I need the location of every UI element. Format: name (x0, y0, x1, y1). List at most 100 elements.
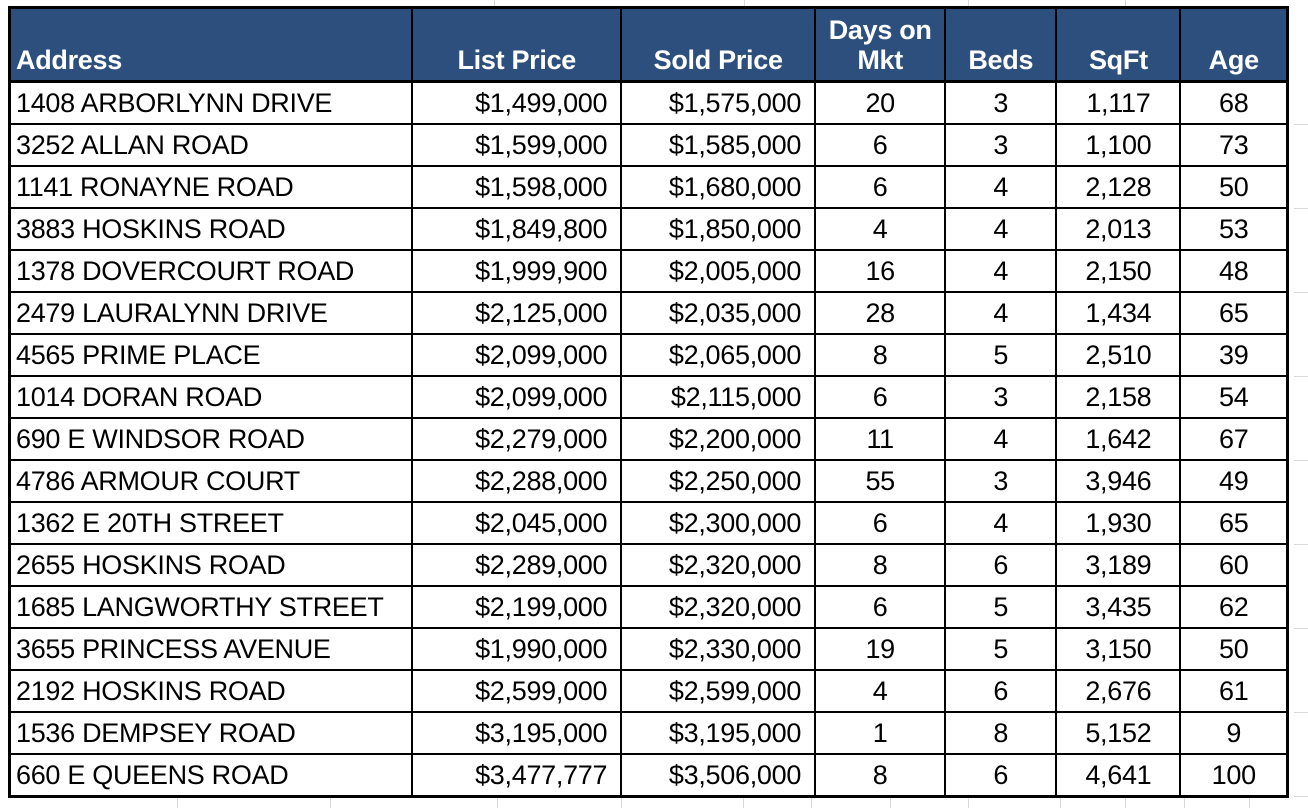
cell-age[interactable]: 48 (1179, 249, 1289, 293)
column-header-address[interactable]: Address (8, 6, 414, 83)
cell-days_on_mkt[interactable]: 6 (814, 501, 947, 545)
column-header-sqft[interactable]: SqFt (1055, 6, 1182, 83)
cell-sqft[interactable]: 1,930 (1055, 501, 1182, 545)
cell-list_price[interactable]: $2,045,000 (411, 501, 623, 545)
cell-list_price[interactable]: $1,598,000 (411, 165, 623, 209)
cell-address[interactable]: 3252 ALLAN ROAD (8, 123, 414, 167)
cell-address[interactable]: 1362 E 20TH STREET (8, 501, 414, 545)
column-header-sold-price[interactable]: Sold Price (620, 6, 817, 83)
cell-days_on_mkt[interactable]: 1 (814, 711, 947, 755)
cell-age[interactable]: 65 (1179, 501, 1289, 545)
cell-sold_price[interactable]: $2,115,000 (620, 375, 817, 419)
cell-address[interactable]: 1536 DEMPSEY ROAD (8, 711, 414, 755)
cell-beds[interactable]: 8 (944, 711, 1058, 755)
cell-address[interactable]: 1014 DORAN ROAD (8, 375, 414, 419)
cell-age[interactable]: 50 (1179, 165, 1289, 209)
cell-age[interactable]: 68 (1179, 80, 1289, 125)
cell-list_price[interactable]: $2,125,000 (411, 291, 623, 335)
cell-days_on_mkt[interactable]: 20 (814, 80, 947, 125)
cell-sqft[interactable]: 2,013 (1055, 207, 1182, 251)
cell-sold_price[interactable]: $1,575,000 (620, 80, 817, 125)
cell-sold_price[interactable]: $2,300,000 (620, 501, 817, 545)
cell-sold_price[interactable]: $1,585,000 (620, 123, 817, 167)
cell-days_on_mkt[interactable]: 4 (814, 207, 947, 251)
cell-address[interactable]: 3883 HOSKINS ROAD (8, 207, 414, 251)
cell-address[interactable]: 1141 RONAYNE ROAD (8, 165, 414, 209)
cell-sqft[interactable]: 2,676 (1055, 669, 1182, 713)
cell-address[interactable]: 2479 LAURALYNN DRIVE (8, 291, 414, 335)
cell-age[interactable]: 73 (1179, 123, 1289, 167)
cell-beds[interactable]: 4 (944, 249, 1058, 293)
cell-age[interactable]: 62 (1179, 585, 1289, 629)
cell-beds[interactable]: 6 (944, 753, 1058, 798)
cell-beds[interactable]: 4 (944, 417, 1058, 461)
cell-list_price[interactable]: $3,195,000 (411, 711, 623, 755)
cell-beds[interactable]: 3 (944, 123, 1058, 167)
column-header-beds[interactable]: Beds (944, 6, 1058, 83)
cell-sold_price[interactable]: $2,035,000 (620, 291, 817, 335)
cell-age[interactable]: 67 (1179, 417, 1289, 461)
cell-days_on_mkt[interactable]: 55 (814, 459, 947, 503)
cell-beds[interactable]: 3 (944, 80, 1058, 125)
cell-sqft[interactable]: 2,510 (1055, 333, 1182, 377)
cell-list_price[interactable]: $1,999,900 (411, 249, 623, 293)
cell-list_price[interactable]: $2,099,000 (411, 375, 623, 419)
column-header-list-price[interactable]: List Price (411, 6, 623, 83)
cell-days_on_mkt[interactable]: 8 (814, 333, 947, 377)
cell-days_on_mkt[interactable]: 28 (814, 291, 947, 335)
cell-sqft[interactable]: 2,158 (1055, 375, 1182, 419)
cell-sqft[interactable]: 5,152 (1055, 711, 1182, 755)
cell-sqft[interactable]: 2,128 (1055, 165, 1182, 209)
cell-list_price[interactable]: $2,099,000 (411, 333, 623, 377)
cell-sqft[interactable]: 1,642 (1055, 417, 1182, 461)
cell-sold_price[interactable]: $2,250,000 (620, 459, 817, 503)
cell-list_price[interactable]: $2,288,000 (411, 459, 623, 503)
cell-address[interactable]: 3655 PRINCESS AVENUE (8, 627, 414, 671)
cell-age[interactable]: 53 (1179, 207, 1289, 251)
cell-list_price[interactable]: $2,289,000 (411, 543, 623, 587)
cell-days_on_mkt[interactable]: 6 (814, 375, 947, 419)
cell-beds[interactable]: 6 (944, 669, 1058, 713)
cell-sold_price[interactable]: $1,850,000 (620, 207, 817, 251)
cell-address[interactable]: 660 E QUEENS ROAD (8, 753, 414, 798)
cell-address[interactable]: 690 E WINDSOR ROAD (8, 417, 414, 461)
cell-days_on_mkt[interactable]: 4 (814, 669, 947, 713)
cell-sqft[interactable]: 3,946 (1055, 459, 1182, 503)
cell-list_price[interactable]: $1,599,000 (411, 123, 623, 167)
cell-days_on_mkt[interactable]: 16 (814, 249, 947, 293)
cell-age[interactable]: 54 (1179, 375, 1289, 419)
cell-beds[interactable]: 5 (944, 627, 1058, 671)
cell-sold_price[interactable]: $2,330,000 (620, 627, 817, 671)
cell-age[interactable]: 9 (1179, 711, 1289, 755)
cell-list_price[interactable]: $2,199,000 (411, 585, 623, 629)
cell-days_on_mkt[interactable]: 8 (814, 543, 947, 587)
cell-sqft[interactable]: 4,641 (1055, 753, 1182, 798)
column-header-age[interactable]: Age (1179, 6, 1289, 83)
cell-age[interactable]: 61 (1179, 669, 1289, 713)
cell-age[interactable]: 100 (1179, 753, 1289, 798)
cell-sqft[interactable]: 3,435 (1055, 585, 1182, 629)
cell-sold_price[interactable]: $2,065,000 (620, 333, 817, 377)
cell-age[interactable]: 60 (1179, 543, 1289, 587)
cell-beds[interactable]: 6 (944, 543, 1058, 587)
cell-beds[interactable]: 3 (944, 375, 1058, 419)
cell-beds[interactable]: 4 (944, 207, 1058, 251)
cell-list_price[interactable]: $1,990,000 (411, 627, 623, 671)
cell-sqft[interactable]: 2,150 (1055, 249, 1182, 293)
cell-sqft[interactable]: 1,100 (1055, 123, 1182, 167)
cell-age[interactable]: 39 (1179, 333, 1289, 377)
cell-days_on_mkt[interactable]: 6 (814, 585, 947, 629)
cell-beds[interactable]: 4 (944, 291, 1058, 335)
cell-beds[interactable]: 5 (944, 333, 1058, 377)
cell-address[interactable]: 2655 HOSKINS ROAD (8, 543, 414, 587)
cell-list_price[interactable]: $1,499,000 (411, 80, 623, 125)
cell-days_on_mkt[interactable]: 11 (814, 417, 947, 461)
cell-days_on_mkt[interactable]: 6 (814, 165, 947, 209)
cell-days_on_mkt[interactable]: 6 (814, 123, 947, 167)
cell-sold_price[interactable]: $2,200,000 (620, 417, 817, 461)
cell-sqft[interactable]: 3,150 (1055, 627, 1182, 671)
cell-list_price[interactable]: $1,849,800 (411, 207, 623, 251)
cell-days_on_mkt[interactable]: 8 (814, 753, 947, 798)
column-header-days-on-mkt[interactable]: Days on Mkt (814, 6, 947, 83)
cell-address[interactable]: 1408 ARBORLYNN DRIVE (8, 80, 414, 125)
